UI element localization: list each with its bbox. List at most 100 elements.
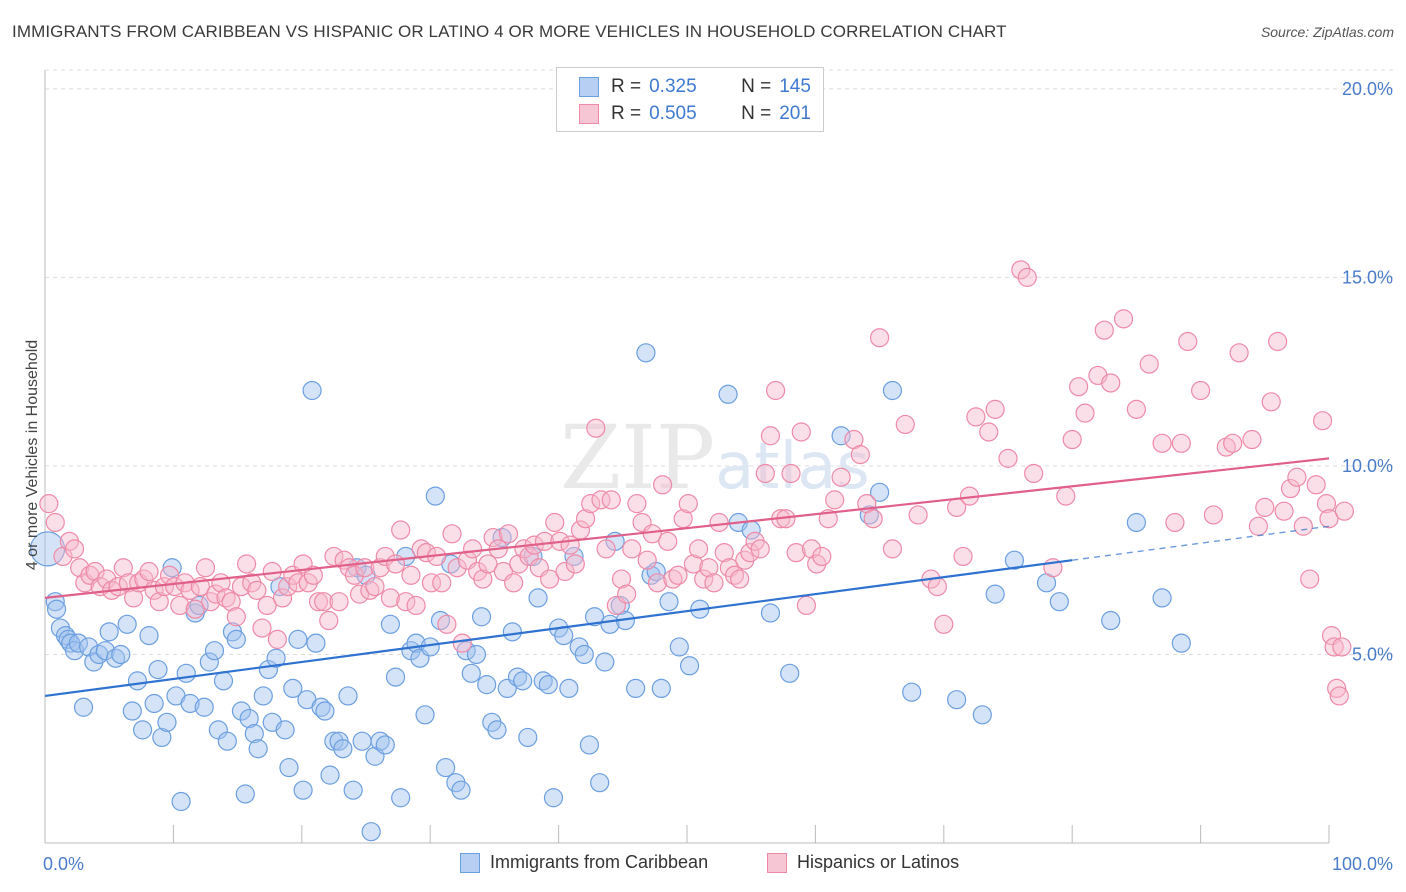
- data-point: [934, 614, 954, 634]
- legend-r-label: R =: [611, 103, 642, 124]
- series-hispanic-points: [39, 260, 1355, 706]
- data-point: [226, 607, 246, 627]
- data-point: [1152, 588, 1172, 608]
- data-point: [1017, 267, 1037, 287]
- data-point: [70, 558, 90, 578]
- data-point: [1316, 494, 1337, 514]
- y-tick-label: 10.0%: [1342, 456, 1393, 476]
- data-point: [257, 595, 277, 616]
- data-point: [584, 607, 605, 627]
- data-point: [1126, 399, 1147, 419]
- data-point: [560, 535, 580, 555]
- data-point: [902, 682, 922, 702]
- data-point: [927, 576, 947, 597]
- data-point: [540, 569, 560, 589]
- data-point: [1324, 637, 1344, 657]
- data-point: [1113, 309, 1134, 329]
- data-point: [477, 675, 497, 695]
- legend-n-value: 201: [779, 103, 811, 124]
- data-point: [1126, 512, 1147, 533]
- data-point: [1171, 633, 1191, 653]
- data-point: [306, 633, 326, 653]
- data-point: [396, 546, 416, 567]
- data-point: [1094, 320, 1114, 340]
- data-point: [1332, 637, 1352, 657]
- data-point: [812, 546, 832, 567]
- legend-swatch-pink: [579, 104, 599, 124]
- watermark: ZIPatlas: [560, 406, 870, 509]
- data-point: [333, 739, 353, 759]
- series-legend: Immigrants from Caribbean Hispanics or L…: [0, 852, 1406, 878]
- data-point: [740, 543, 760, 563]
- data-point: [882, 539, 903, 559]
- data-point: [780, 663, 800, 683]
- data-point: [663, 569, 683, 589]
- data-point: [636, 343, 656, 363]
- legend-label-caribbean: Immigrants from Caribbean: [490, 852, 709, 872]
- data-point: [626, 678, 646, 699]
- data-point: [303, 565, 323, 585]
- data-point: [97, 569, 117, 589]
- data-point: [176, 663, 196, 683]
- data-point: [122, 701, 142, 721]
- data-point: [165, 576, 185, 597]
- data-point: [483, 527, 503, 548]
- data-point: [1261, 392, 1281, 412]
- data-point: [401, 565, 421, 585]
- chart-title: IMMIGRANTS FROM CARIBBEAN VS HISPANIC OR…: [12, 22, 1007, 41]
- data-point: [199, 652, 219, 672]
- data-point: [432, 573, 452, 593]
- data-point: [437, 614, 457, 634]
- data-point: [308, 592, 329, 612]
- data-point: [1049, 592, 1069, 612]
- data-point: [73, 697, 94, 717]
- data-point: [170, 595, 190, 616]
- data-point: [344, 565, 365, 585]
- data-point: [248, 739, 268, 759]
- trend-line-caribbean: [44, 559, 1073, 698]
- data-point: [319, 610, 339, 631]
- data-point: [781, 463, 801, 484]
- data-point: [152, 727, 172, 748]
- data-point: [320, 765, 340, 785]
- data-point: [45, 512, 65, 533]
- data-point: [226, 629, 246, 649]
- data-point: [288, 629, 308, 649]
- legend-swatch-blue: [460, 852, 480, 873]
- data-point: [64, 539, 85, 559]
- data-point: [1056, 486, 1076, 506]
- legend-r-value: 0.325: [649, 76, 697, 97]
- data-point: [543, 788, 564, 808]
- data-point: [1075, 403, 1095, 423]
- data-point: [869, 328, 890, 348]
- data-point: [1178, 331, 1198, 352]
- data-point: [966, 407, 986, 427]
- data-point: [699, 558, 719, 578]
- legend-n-label: N =: [741, 76, 772, 97]
- data-point: [730, 569, 750, 589]
- legend-swatch-blue: [579, 77, 599, 97]
- data-point: [252, 618, 272, 638]
- data-point: [590, 773, 610, 793]
- data-point: [502, 622, 522, 642]
- legend-row-caribbean: R = 0.325 N = 145: [579, 74, 811, 100]
- data-point: [195, 558, 216, 578]
- data-point: [1165, 512, 1185, 533]
- data-point: [68, 633, 88, 653]
- data-point: [574, 644, 594, 665]
- data-point: [985, 399, 1005, 419]
- data-point: [361, 822, 381, 842]
- legend-r-label: R =: [611, 76, 642, 97]
- data-point: [1334, 501, 1355, 521]
- data-point: [688, 539, 709, 559]
- data-point: [1139, 354, 1159, 374]
- data-point: [360, 580, 380, 600]
- data-point: [791, 422, 811, 442]
- data-point: [1300, 569, 1320, 589]
- trend-line-hispanic: [44, 457, 1330, 599]
- data-point: [869, 482, 890, 502]
- data-point: [659, 592, 679, 612]
- data-point: [461, 663, 481, 683]
- data-point: [352, 731, 372, 751]
